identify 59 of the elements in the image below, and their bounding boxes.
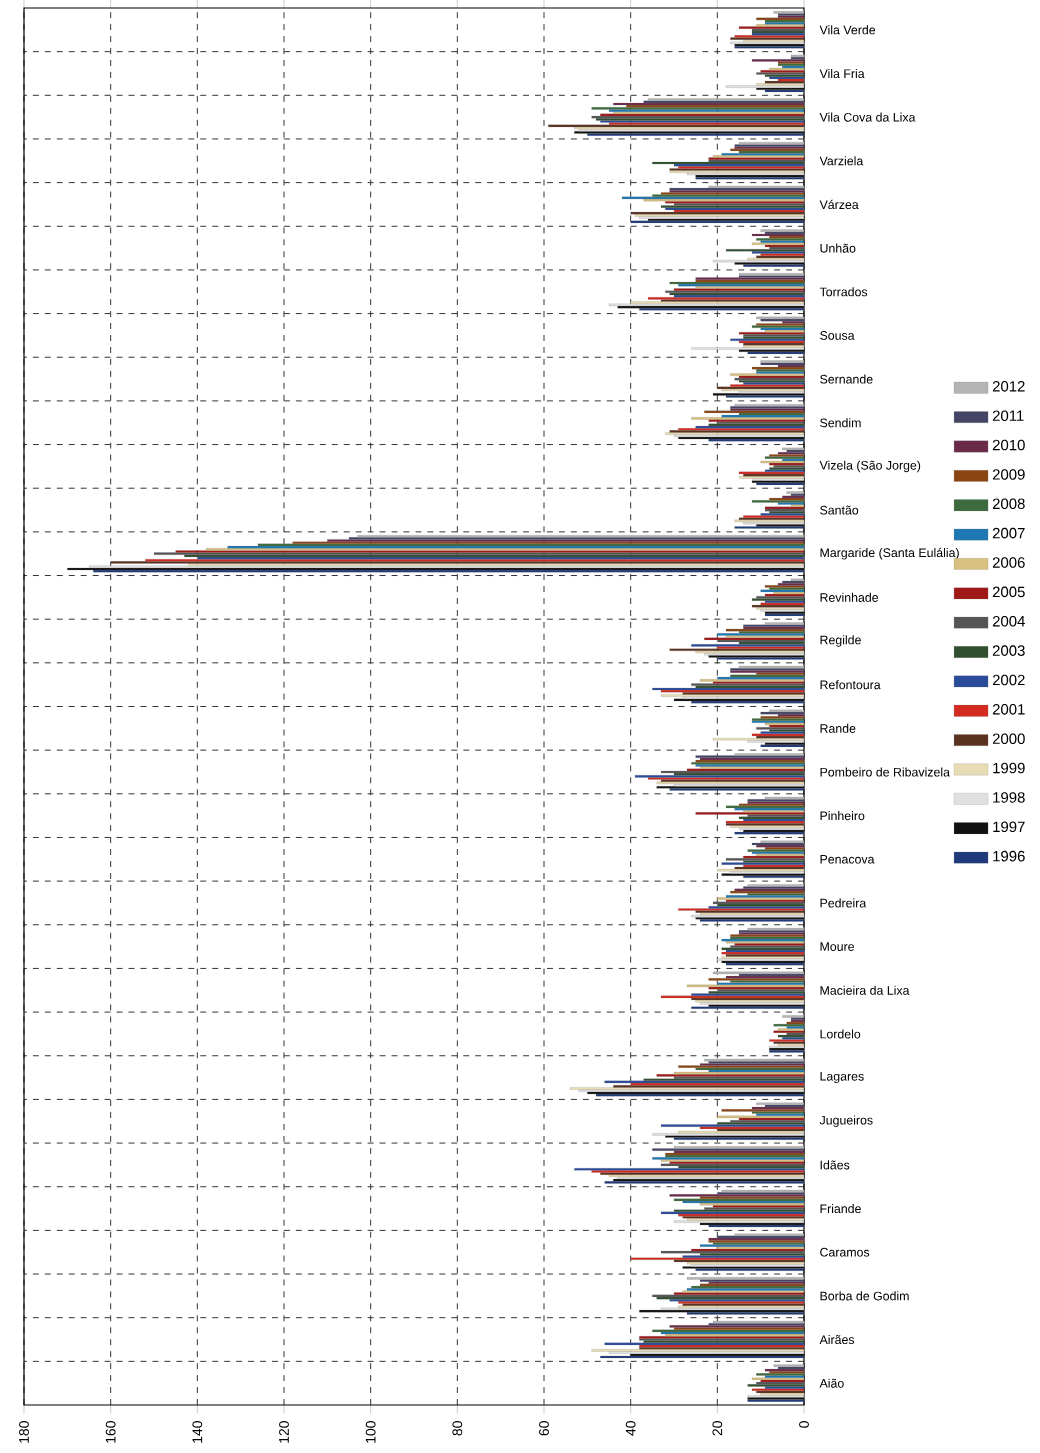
y-tick-label: Pombeiro de Ribavizela [820, 767, 950, 777]
y-tick-label: Vila Verde [819, 25, 876, 35]
y-tick-label: Rande [820, 723, 856, 733]
legend-label: 1998 [993, 792, 1025, 803]
legend-label: 2001 [992, 704, 1025, 715]
x-tick-label: 180 [19, 1421, 29, 1443]
legend-label: 2010 [992, 439, 1025, 451]
y-tick-label: Sendim [820, 418, 861, 428]
legend-label: 1996 [993, 850, 1025, 862]
legend-label: 2004 [992, 615, 1025, 627]
y-tick-label: Caramos [820, 1247, 870, 1257]
y-tick-label: Aião [819, 1378, 844, 1388]
legend-label: 2005 [992, 586, 1025, 598]
y-tick-label: Macieira da Lixa [820, 985, 910, 995]
y-tick-label: Torrados [819, 287, 868, 297]
y-tick-label: Margaride (Santa Eulália) [820, 547, 959, 560]
y-tick-label: Moure [820, 942, 854, 951]
y-tick-label: Santão [820, 505, 859, 515]
legend-label: 2009 [992, 469, 1025, 480]
y-tick-label: Lordelo [820, 1029, 861, 1039]
y-tick-label: Vila Cova da Lixa [819, 112, 916, 122]
y-tick-label: Penacova [820, 854, 875, 864]
x-tick-label: 80 [452, 1421, 463, 1436]
legend-label: 2008 [992, 498, 1025, 510]
legend-label: 1999 [993, 762, 1025, 774]
y-tick-label: Idães [820, 1160, 850, 1170]
y-tick-label: Lagares [820, 1072, 864, 1084]
x-tick-label: 20 [712, 1421, 723, 1436]
legend-label: 1997 [993, 821, 1025, 833]
x-tick-label: 60 [539, 1421, 549, 1436]
x-tick-label: 120 [279, 1421, 289, 1443]
x-tick-label: 40 [625, 1421, 636, 1436]
x-tick-label: 160 [105, 1421, 116, 1443]
y-tick-label: Sernande [820, 374, 873, 384]
y-tick-label: Vila Fria [819, 68, 865, 79]
x-tick-label: 100 [365, 1421, 376, 1443]
y-tick-label: Varziela [819, 156, 864, 166]
y-tick-label: Pedreira [820, 898, 867, 908]
legend-label: 2000 [992, 733, 1025, 745]
y-tick-label: Airães [819, 1334, 855, 1345]
y-tick-label: Unhão [820, 243, 856, 253]
legend-label: 2012 [992, 381, 1025, 392]
y-tick-label: Revinhade [820, 592, 879, 602]
y-tick-label: Jugueiros [819, 1115, 873, 1127]
y-tick-label: Refontoura [820, 680, 881, 690]
x-tick-label: 0 [799, 1421, 809, 1428]
legend-label: 2011 [992, 410, 1024, 422]
legend-label: 2002 [992, 674, 1025, 686]
legend-label: 2003 [992, 645, 1025, 656]
y-tick-label: Várzea [819, 199, 859, 210]
x-tick-label: 140 [192, 1421, 203, 1443]
y-tick-label: Friande [820, 1204, 861, 1214]
y-tick-label: Pinheiro [820, 811, 865, 821]
y-tick-label: Sousa [820, 331, 855, 340]
legend-label: 2006 [992, 557, 1025, 568]
legend-label: 2007 [992, 527, 1025, 539]
y-tick-label: Regilde [820, 635, 861, 647]
y-tick-label: Borba de Godim [820, 1291, 909, 1301]
y-tick-label: Vizela (São Jorge) [819, 460, 921, 473]
